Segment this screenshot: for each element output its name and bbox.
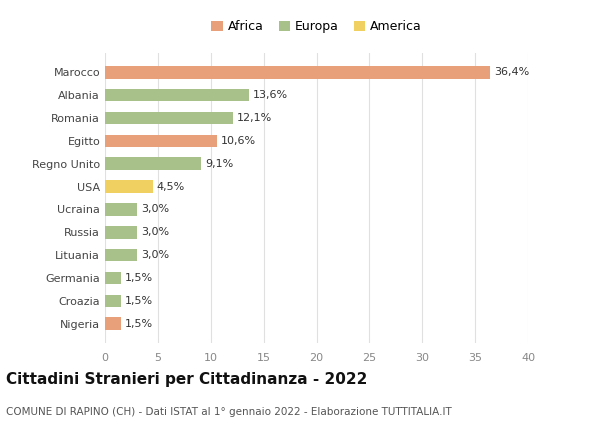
Text: COMUNE DI RAPINO (CH) - Dati ISTAT al 1° gennaio 2022 - Elaborazione TUTTITALIA.: COMUNE DI RAPINO (CH) - Dati ISTAT al 1°…: [6, 407, 452, 417]
Bar: [105, 317, 121, 330]
Bar: [105, 112, 233, 124]
Text: 1,5%: 1,5%: [125, 296, 153, 306]
Bar: [105, 203, 137, 216]
Text: 3,0%: 3,0%: [141, 227, 169, 237]
Text: 1,5%: 1,5%: [125, 319, 153, 329]
Text: 13,6%: 13,6%: [253, 90, 288, 100]
Text: 9,1%: 9,1%: [205, 159, 234, 169]
Bar: [105, 180, 152, 193]
Text: 3,0%: 3,0%: [141, 250, 169, 260]
Bar: [105, 272, 121, 284]
Bar: [105, 294, 121, 307]
Text: 10,6%: 10,6%: [221, 136, 256, 146]
Bar: [105, 158, 201, 170]
Text: 3,0%: 3,0%: [141, 205, 169, 214]
Bar: [105, 89, 249, 102]
Text: 12,1%: 12,1%: [237, 113, 272, 123]
Bar: [105, 66, 490, 79]
Text: 4,5%: 4,5%: [157, 182, 185, 191]
Bar: [105, 135, 217, 147]
Text: 1,5%: 1,5%: [125, 273, 153, 283]
Bar: [105, 249, 137, 261]
Text: 36,4%: 36,4%: [494, 67, 529, 77]
Text: Cittadini Stranieri per Cittadinanza - 2022: Cittadini Stranieri per Cittadinanza - 2…: [6, 372, 367, 387]
Legend: Africa, Europa, America: Africa, Europa, America: [206, 15, 427, 38]
Bar: [105, 226, 137, 238]
